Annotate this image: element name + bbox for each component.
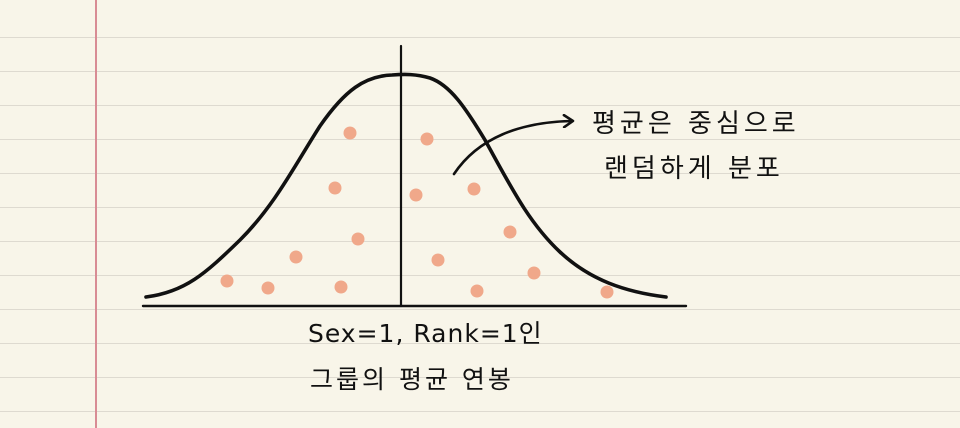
margin-line <box>95 0 97 428</box>
sample-dot <box>328 181 342 195</box>
sample-dot <box>261 281 275 295</box>
annotation-line-2: 랜덤하게 분포 <box>604 154 784 184</box>
sample-dot <box>351 232 365 246</box>
sample-dot <box>343 126 357 140</box>
sample-dot <box>409 188 423 202</box>
sample-dot <box>420 132 434 146</box>
caption-line-1: Sex=1, Rank=1인 <box>308 319 543 348</box>
sample-dot <box>503 225 517 239</box>
sample-dot <box>431 253 445 267</box>
sample-dot <box>289 250 303 264</box>
caption-line-2: 그룹의 평균 연봉 <box>310 365 514 394</box>
sample-dot <box>467 182 481 196</box>
annotation-line-1: 평균은 중심으로 <box>592 109 800 139</box>
sample-dot <box>527 266 541 280</box>
sample-dot <box>470 284 484 298</box>
sample-dot <box>220 274 234 288</box>
sample-dot <box>600 285 614 299</box>
sample-dot <box>334 280 348 294</box>
sample-dots <box>220 126 614 299</box>
annotation-arrow <box>452 121 572 176</box>
bell-curve <box>144 72 668 299</box>
